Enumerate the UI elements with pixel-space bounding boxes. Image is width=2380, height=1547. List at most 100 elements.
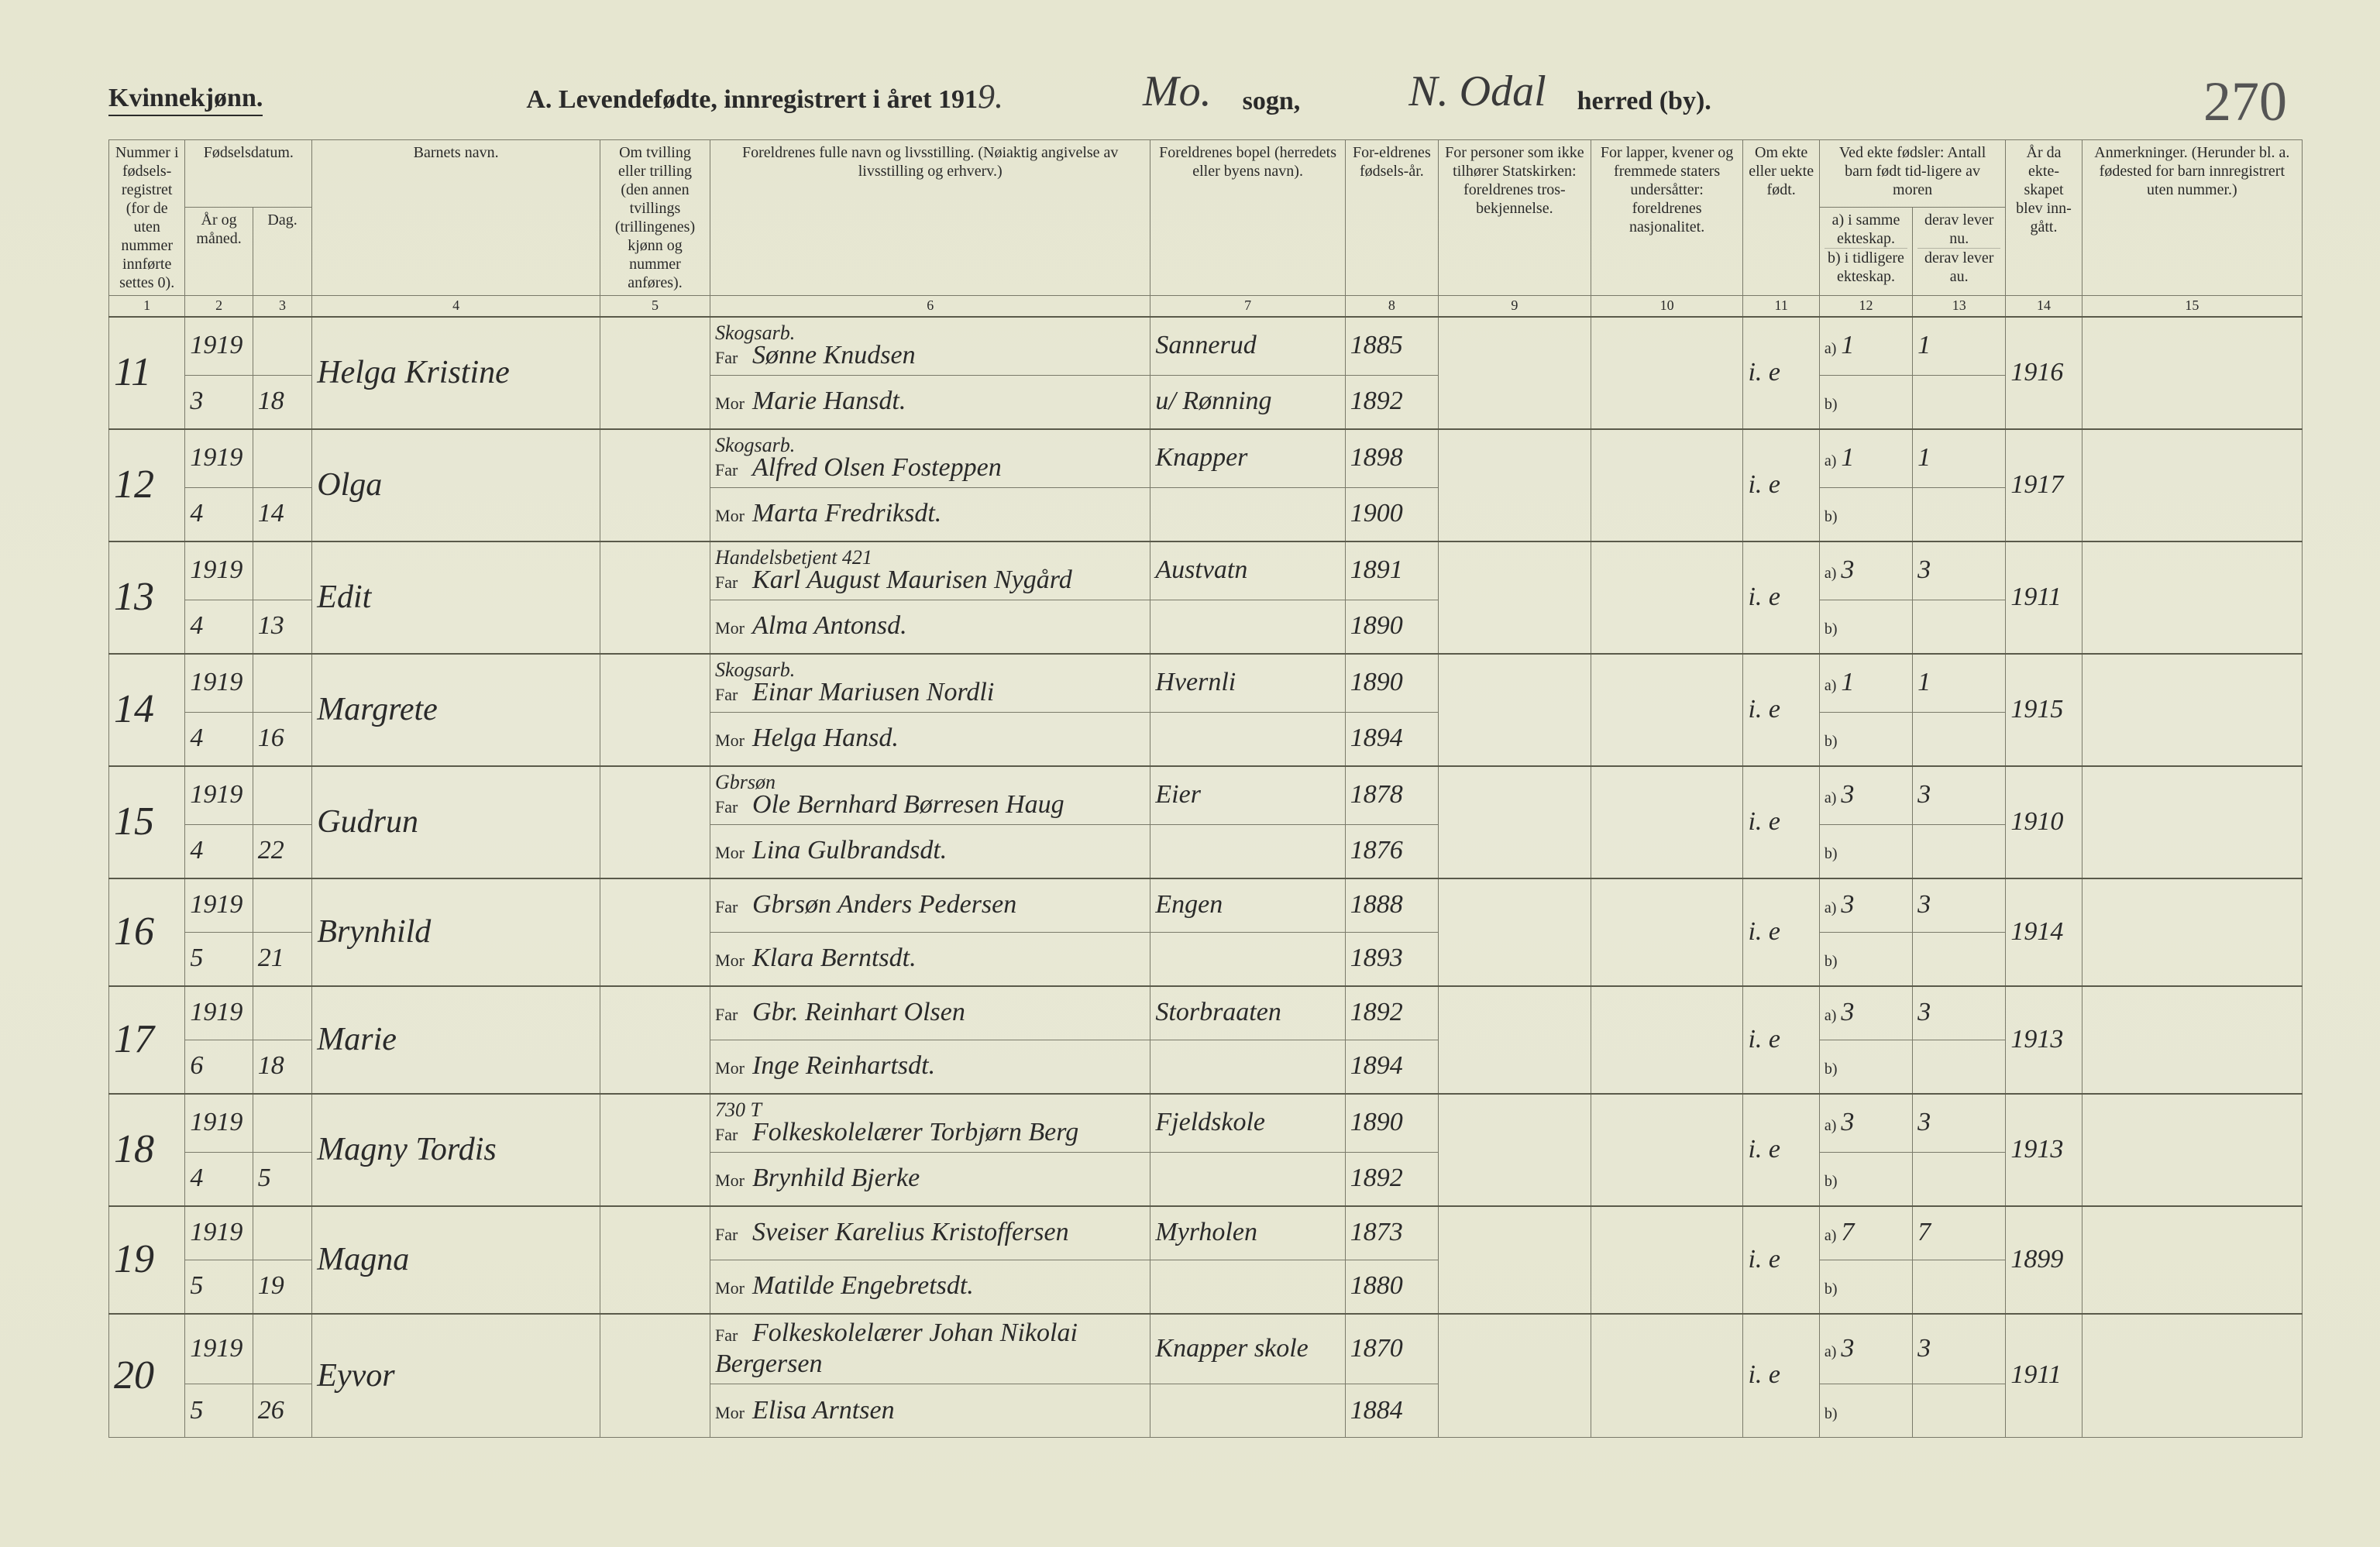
father-name: Folkeskolelærer Torbjørn Berg bbox=[752, 1118, 1078, 1146]
religion-cell bbox=[1439, 878, 1591, 986]
mother-birthyear: 1880 bbox=[1345, 1260, 1438, 1314]
register-page: 270 Kvinnekjønn. A. Levendefødte, innreg… bbox=[0, 0, 2380, 1547]
count-a: a)1 bbox=[1819, 317, 1912, 375]
father-birthyear: 1873 bbox=[1345, 1206, 1438, 1260]
mother-birthyear: 1890 bbox=[1345, 600, 1438, 654]
entry-number: 14 bbox=[109, 654, 185, 766]
col-5: Om tvilling eller trilling (den annen tv… bbox=[600, 140, 710, 296]
mother-cell: MorAlma Antonsd. bbox=[710, 600, 1150, 654]
father-cell: Handelsbetjent 421FarKarl August Maurise… bbox=[710, 541, 1150, 600]
table-row: 111919Helga KristineSkogsarb.FarSønne Kn… bbox=[109, 317, 2303, 375]
entry-day: 5 bbox=[253, 1152, 312, 1206]
marriage-year: 1899 bbox=[2006, 1206, 2082, 1314]
count-a: a)3 bbox=[1819, 1314, 1912, 1384]
mother-name: Alma Antonsd. bbox=[752, 611, 907, 640]
marriage-year: 1915 bbox=[2006, 654, 2082, 766]
ekte-cell: i. e bbox=[1743, 878, 1819, 986]
count-b: b) bbox=[1819, 1384, 1912, 1438]
marriage-year: 1910 bbox=[2006, 766, 2082, 878]
father-birthyear: 1878 bbox=[1345, 766, 1438, 824]
ekte-cell: i. e bbox=[1743, 541, 1819, 654]
remarks-cell bbox=[2082, 878, 2302, 986]
colnum: 6 bbox=[710, 296, 1150, 317]
father-birthyear: 1885 bbox=[1345, 317, 1438, 375]
entry-number: 16 bbox=[109, 878, 185, 986]
nationality-cell bbox=[1591, 1094, 1743, 1206]
nationality-cell bbox=[1591, 1314, 1743, 1438]
mother-birthyear: 1900 bbox=[1345, 487, 1438, 541]
title-year-suffix: 9. bbox=[978, 77, 1003, 115]
col-12a: a) i samme ekteskap. b) i tidligere ekte… bbox=[1819, 208, 1912, 296]
religion-cell bbox=[1439, 317, 1591, 429]
religion-cell bbox=[1439, 986, 1591, 1094]
page-number: 270 bbox=[2203, 70, 2287, 134]
father-name: Gbrsøn Anders Pedersen bbox=[752, 890, 1016, 919]
count-b: b) bbox=[1819, 600, 1912, 654]
ekte-cell: i. e bbox=[1743, 1094, 1819, 1206]
entry-number: 15 bbox=[109, 766, 185, 878]
entry-day-blank bbox=[253, 986, 312, 1040]
mother-cell: MorBrynhild Bjerke bbox=[710, 1152, 1150, 1206]
table-row: 161919BrynhildFarGbrsøn Anders PedersenE… bbox=[109, 878, 2303, 933]
remarks-cell bbox=[2082, 1094, 2302, 1206]
child-name: Marie bbox=[312, 986, 600, 1094]
mor-label: Mor bbox=[715, 618, 752, 638]
col-1: Nummer i fødsels-registret (for de uten … bbox=[109, 140, 185, 296]
sogn-value: Mo. bbox=[1143, 67, 1212, 116]
father-birthyear: 1892 bbox=[1345, 986, 1438, 1040]
remarks-cell bbox=[2082, 541, 2302, 654]
nationality-cell bbox=[1591, 986, 1743, 1094]
entry-number: 19 bbox=[109, 1206, 185, 1314]
lever-a: 1 bbox=[1913, 317, 2006, 375]
child-name: Eyvor bbox=[312, 1314, 600, 1438]
marriage-year: 1911 bbox=[2006, 541, 2082, 654]
entry-month: 4 bbox=[185, 487, 253, 541]
count-b: b) bbox=[1819, 1040, 1912, 1094]
entry-day: 14 bbox=[253, 487, 312, 541]
far-label: Far bbox=[715, 897, 752, 917]
entry-number: 12 bbox=[109, 429, 185, 541]
residence-far: Engen bbox=[1150, 878, 1345, 933]
lever-a: 3 bbox=[1913, 1094, 2006, 1152]
nationality-cell bbox=[1591, 766, 1743, 878]
count-b: b) bbox=[1819, 932, 1912, 986]
marriage-year: 1911 bbox=[2006, 1314, 2082, 1438]
mother-cell: MorHelga Hansd. bbox=[710, 712, 1150, 766]
col-7: Foreldrenes bopel (herredets eller byens… bbox=[1150, 140, 1345, 296]
colnum: 10 bbox=[1591, 296, 1743, 317]
entry-month: 3 bbox=[185, 375, 253, 429]
colnum: 15 bbox=[2082, 296, 2302, 317]
mother-cell: MorLina Gulbrandsdt. bbox=[710, 824, 1150, 878]
entry-number: 13 bbox=[109, 541, 185, 654]
child-name: Edit bbox=[312, 541, 600, 654]
residence-mor bbox=[1150, 1384, 1345, 1438]
count-a: a)1 bbox=[1819, 654, 1912, 712]
father-birthyear: 1890 bbox=[1345, 654, 1438, 712]
lever-b bbox=[1913, 487, 2006, 541]
colnum: 3 bbox=[253, 296, 312, 317]
far-label: Far bbox=[715, 1125, 752, 1145]
count-b: b) bbox=[1819, 487, 1912, 541]
colnum: 11 bbox=[1743, 296, 1819, 317]
count-a: a)7 bbox=[1819, 1206, 1912, 1260]
child-name: Brynhild bbox=[312, 878, 600, 986]
entry-year: 1919 bbox=[185, 766, 253, 824]
count-b: b) bbox=[1819, 375, 1912, 429]
far-label: Far bbox=[715, 1005, 752, 1025]
religion-cell bbox=[1439, 429, 1591, 541]
father-name: Sønne Knudsen bbox=[752, 341, 916, 370]
count-b: b) bbox=[1819, 824, 1912, 878]
count-b: b) bbox=[1819, 712, 1912, 766]
entry-number: 17 bbox=[109, 986, 185, 1094]
father-cell: FarFolkeskolelærer Johan Nikolai Bergers… bbox=[710, 1314, 1150, 1384]
mother-name: Klara Berntsdt. bbox=[752, 944, 917, 972]
nationality-cell bbox=[1591, 317, 1743, 429]
col-8: For-eldrenes fødsels-år. bbox=[1345, 140, 1438, 296]
table-row: 171919MarieFarGbr. Reinhart OlsenStorbra… bbox=[109, 986, 2303, 1040]
colnum: 7 bbox=[1150, 296, 1345, 317]
entry-day-blank bbox=[253, 766, 312, 824]
lever-a: 7 bbox=[1913, 1206, 2006, 1260]
entry-year: 1919 bbox=[185, 986, 253, 1040]
entry-day: 19 bbox=[253, 1260, 312, 1314]
father-name: Karl August Maurisen Nygård bbox=[752, 566, 1072, 594]
